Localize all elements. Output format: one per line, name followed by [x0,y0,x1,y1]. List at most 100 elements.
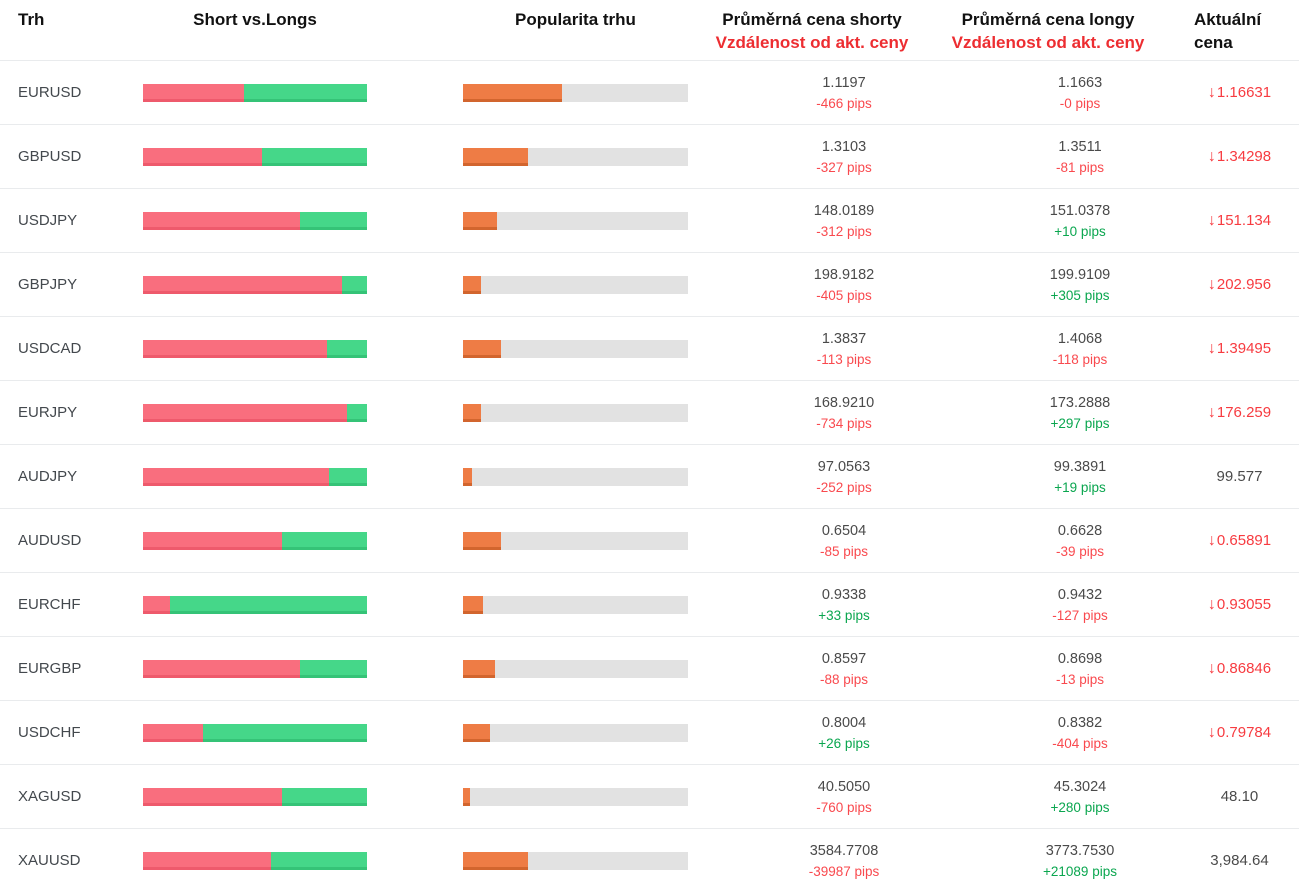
column-header-market: Trh [18,10,45,29]
longs-bar-segment [169,596,367,614]
avg-short-price: 1.1197 [822,74,866,91]
sentiment-bar-track [143,339,367,358]
short-distance-pips: -312 pips [816,223,872,239]
table-body: EURUSD 1.1197 -466 pips 1.1663 -0 pips ↓… [0,60,1299,892]
longs-bar-segment [281,532,367,550]
popularity-bar-track [463,787,688,806]
table-row: EURUSD 1.1197 -466 pips 1.1663 -0 pips ↓… [0,60,1299,124]
long-distance-pips: -404 pips [1052,735,1108,751]
current-price-cell: ↓ 0.65891 [1160,532,1299,550]
longs-bar-segment [203,724,367,742]
popularity-bar-fill [463,467,472,486]
avg-long-price: 0.8698 [1057,650,1103,667]
avg-long-cell: 0.9432 -127 pips [1000,587,1160,623]
avg-short-cell: 168.9210 -734 pips [688,395,1000,431]
shorts-bar-segment [143,531,282,550]
shorts-bar-segment [143,339,327,358]
table-row: AUDUSD 0.6504 -85 pips 0.6628 -39 pips ↓… [0,508,1299,572]
avg-long-cell: 199.9109 +305 pips [1000,267,1160,303]
popularity-bar-track [463,147,688,166]
shorts-bar-segment [143,787,282,806]
sentiment-bar-track [143,723,367,742]
current-price-cell: 99.577 [1160,468,1299,485]
current-price: 0.86846 [1216,660,1272,677]
avg-short-cell: 97.0563 -252 pips [688,459,1000,495]
popularity-bar-track [463,659,688,678]
popularity-bar [463,723,688,742]
longs-bar-segment [270,852,367,870]
market-label: USDCAD [18,340,82,357]
current-price: 0.65891 [1216,532,1272,549]
avg-short-price: 0.8597 [821,650,867,667]
current-price-cell: ↓ 151.134 [1160,212,1299,230]
sentiment-bar-track [143,83,367,102]
avg-long-cell: 45.3024 +280 pips [1000,779,1160,815]
longs-bar-segment [346,404,367,422]
current-price: 1.39495 [1216,340,1272,357]
shorts-bar-segment [143,467,329,486]
longs-bar-segment [299,660,367,678]
trend-down-icon: ↓ [1207,211,1216,229]
sentiment-bar-track [143,851,367,870]
avg-short-price: 168.9210 [813,394,875,411]
avg-long-price: 45.3024 [1053,778,1107,795]
short-vs-longs-bar [143,723,367,742]
popularity-bar [463,147,688,166]
avg-short-cell: 0.8597 -88 pips [688,651,1000,687]
avg-short-price: 148.0189 [813,202,875,219]
popularity-bar-track [463,211,688,230]
market-label: XAUUSD [18,852,81,869]
popularity-bar-track [463,275,688,294]
popularity-bar-fill [463,659,495,678]
table-row: USDJPY 148.0189 -312 pips 151.0378 +10 p… [0,188,1299,252]
avg-short-cell: 148.0189 -312 pips [688,203,1000,239]
avg-long-price: 0.8382 [1057,714,1103,731]
popularity-bar-fill [463,211,497,230]
avg-long-price: 1.1663 [1057,74,1103,91]
avg-short-price: 0.8004 [821,714,867,731]
short-distance-pips: -760 pips [816,799,872,815]
long-distance-pips: +305 pips [1050,287,1110,303]
short-distance-pips: -405 pips [816,287,872,303]
short-distance-pips: -252 pips [816,479,872,495]
current-price-cell: 3,984.64 [1160,852,1299,869]
sentiment-bar-track [143,467,367,486]
short-vs-longs-bar [143,403,367,422]
short-vs-longs-bar [143,211,367,230]
short-vs-longs-bar [143,339,367,358]
table-row: USDCAD 1.3837 -113 pips 1.4068 -118 pips… [0,316,1299,380]
avg-short-cell: 40.5050 -760 pips [688,779,1000,815]
popularity-bar-fill [463,595,484,614]
trend-down-icon: ↓ [1207,275,1216,293]
avg-long-cell: 151.0378 +10 pips [1000,203,1160,239]
avg-short-cell: 0.8004 +26 pips [688,715,1000,751]
popularity-bar [463,83,688,102]
table-row: AUDJPY 97.0563 -252 pips 99.3891 +19 pip… [0,444,1299,508]
short-vs-longs-bar [143,851,367,870]
popularity-bar-track [463,851,688,870]
long-distance-pips: -0 pips [1059,95,1101,111]
trend-down-icon: ↓ [1207,531,1216,549]
popularity-bar-fill [463,83,562,102]
market-label: EURCHF [18,596,81,613]
sentiment-bar-track [143,595,367,614]
trend-down-icon: ↓ [1207,659,1216,677]
trend-down-icon: ↓ [1207,723,1216,741]
popularity-bar-track [463,723,688,742]
short-distance-pips: -327 pips [816,159,872,175]
longs-bar-segment [261,148,367,166]
avg-short-price: 0.6504 [821,522,867,539]
avg-long-cell: 1.3511 -81 pips [1000,139,1160,175]
avg-long-price: 1.4068 [1057,330,1103,347]
popularity-bar-track [463,83,688,102]
long-distance-pips: -13 pips [1055,671,1105,687]
avg-long-price: 99.3891 [1053,458,1107,475]
table-row: EURGBP 0.8597 -88 pips 0.8698 -13 pips ↓… [0,636,1299,700]
avg-long-cell: 0.8382 -404 pips [1000,715,1160,751]
avg-long-cell: 0.8698 -13 pips [1000,651,1160,687]
avg-long-price: 199.9109 [1049,266,1111,283]
avg-short-cell: 3584.7708 -39987 pips [688,843,1000,879]
longs-bar-segment [243,84,367,102]
short-distance-pips: +33 pips [818,607,870,623]
avg-short-price: 0.9338 [821,586,867,603]
